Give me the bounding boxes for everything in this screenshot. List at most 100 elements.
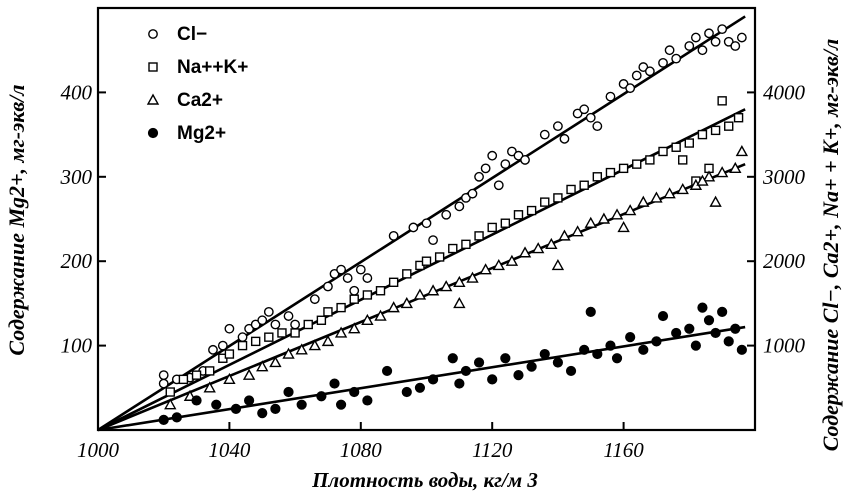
data-point: [460, 365, 472, 377]
data-point: [387, 301, 400, 313]
data-point: [388, 277, 399, 287]
data-point: [579, 344, 590, 355]
legend-label: Na++K+: [177, 57, 248, 78]
data-point: [204, 366, 215, 376]
data-point: [579, 180, 589, 190]
data-point: [453, 275, 466, 287]
data-point: [388, 230, 399, 241]
data-point: [244, 395, 255, 406]
data-point: [224, 323, 235, 334]
data-point: [309, 294, 320, 305]
legend-marker: [146, 93, 160, 105]
data-point: [505, 254, 519, 266]
data-point: [335, 399, 347, 410]
data-point: [657, 310, 669, 322]
y-axis-label-right: Содержание Cl−, Ca2+, Na+ + K+, мг-экв/л: [818, 39, 843, 452]
data-point: [671, 53, 682, 64]
axes: [96, 6, 757, 432]
legend-marker: [147, 127, 159, 139]
data-point: [277, 328, 287, 338]
data-point: [678, 155, 688, 165]
data-point: [690, 32, 701, 43]
data-point: [434, 252, 445, 262]
data-point: [401, 386, 412, 398]
data-point: [334, 326, 348, 338]
data-point: [336, 264, 346, 275]
x-tick-label: 1000: [77, 438, 120, 462]
data-point: [164, 398, 177, 410]
data-point: [592, 172, 603, 182]
data-point: [717, 306, 728, 317]
data-point: [638, 344, 649, 355]
y-left-tick-label: 100: [61, 334, 93, 358]
data-point: [690, 340, 701, 351]
y-right-tick-label: 4000: [763, 80, 806, 104]
data-point: [270, 319, 281, 330]
data-point: [571, 225, 584, 237]
data-point: [414, 382, 426, 393]
data-point: [493, 180, 504, 191]
data-point: [374, 309, 387, 321]
data-point: [513, 370, 524, 381]
data-point: [551, 258, 565, 271]
data-point: [644, 66, 655, 77]
data-point: [402, 269, 412, 279]
data-point: [500, 159, 511, 170]
data-point: [329, 378, 340, 389]
data-point: [709, 195, 722, 207]
data-point: [696, 174, 709, 186]
data-point: [610, 208, 624, 220]
data-point: [704, 28, 714, 39]
data-point: [453, 296, 466, 309]
data-point: [684, 138, 694, 148]
data-point: [473, 357, 485, 368]
data-point: [348, 322, 361, 334]
x-tick-label: 1080: [340, 438, 383, 462]
data-point: [539, 129, 550, 140]
data-point: [736, 344, 747, 355]
data-point: [362, 273, 373, 283]
y-left-tick-label: 400: [61, 80, 93, 104]
data-point: [592, 121, 603, 132]
data-point: [308, 339, 321, 351]
data-point: [303, 319, 313, 330]
data-point: [454, 378, 465, 389]
data-point: [605, 167, 616, 178]
data-point: [592, 348, 603, 360]
y-right-tick-label: 3000: [762, 165, 806, 189]
fit-line: [97, 325, 746, 432]
data-point: [487, 222, 497, 233]
data-point: [664, 45, 675, 56]
x-tick-label: 1040: [208, 438, 251, 462]
data-point: [171, 412, 182, 423]
data-point: [474, 231, 484, 241]
data-point: [428, 235, 438, 246]
data-point: [467, 188, 478, 199]
legend-label: Mg2+: [177, 123, 226, 144]
data-point: [224, 349, 235, 359]
data-point: [729, 161, 742, 174]
legend-label: Cl−: [177, 24, 207, 45]
data-point: [448, 243, 458, 254]
data-point: [618, 163, 629, 174]
data-point: [421, 218, 432, 229]
data-point: [715, 166, 729, 178]
data-point: [270, 403, 281, 414]
data-point: [237, 332, 248, 343]
fit-lines: [97, 15, 746, 432]
data-point: [191, 370, 202, 380]
data-point: [237, 340, 248, 351]
data-point: [361, 313, 374, 325]
data-point: [658, 57, 668, 68]
x-tick-label: 1160: [603, 438, 644, 462]
data-point: [552, 357, 564, 368]
data-point: [723, 336, 734, 347]
data-point: [474, 171, 484, 182]
data-point: [217, 340, 228, 351]
data-point: [257, 315, 268, 326]
data-point: [316, 391, 327, 402]
data-point: [466, 271, 479, 283]
data-point: [158, 378, 169, 389]
data-point: [355, 264, 366, 275]
data-point: [579, 104, 590, 115]
